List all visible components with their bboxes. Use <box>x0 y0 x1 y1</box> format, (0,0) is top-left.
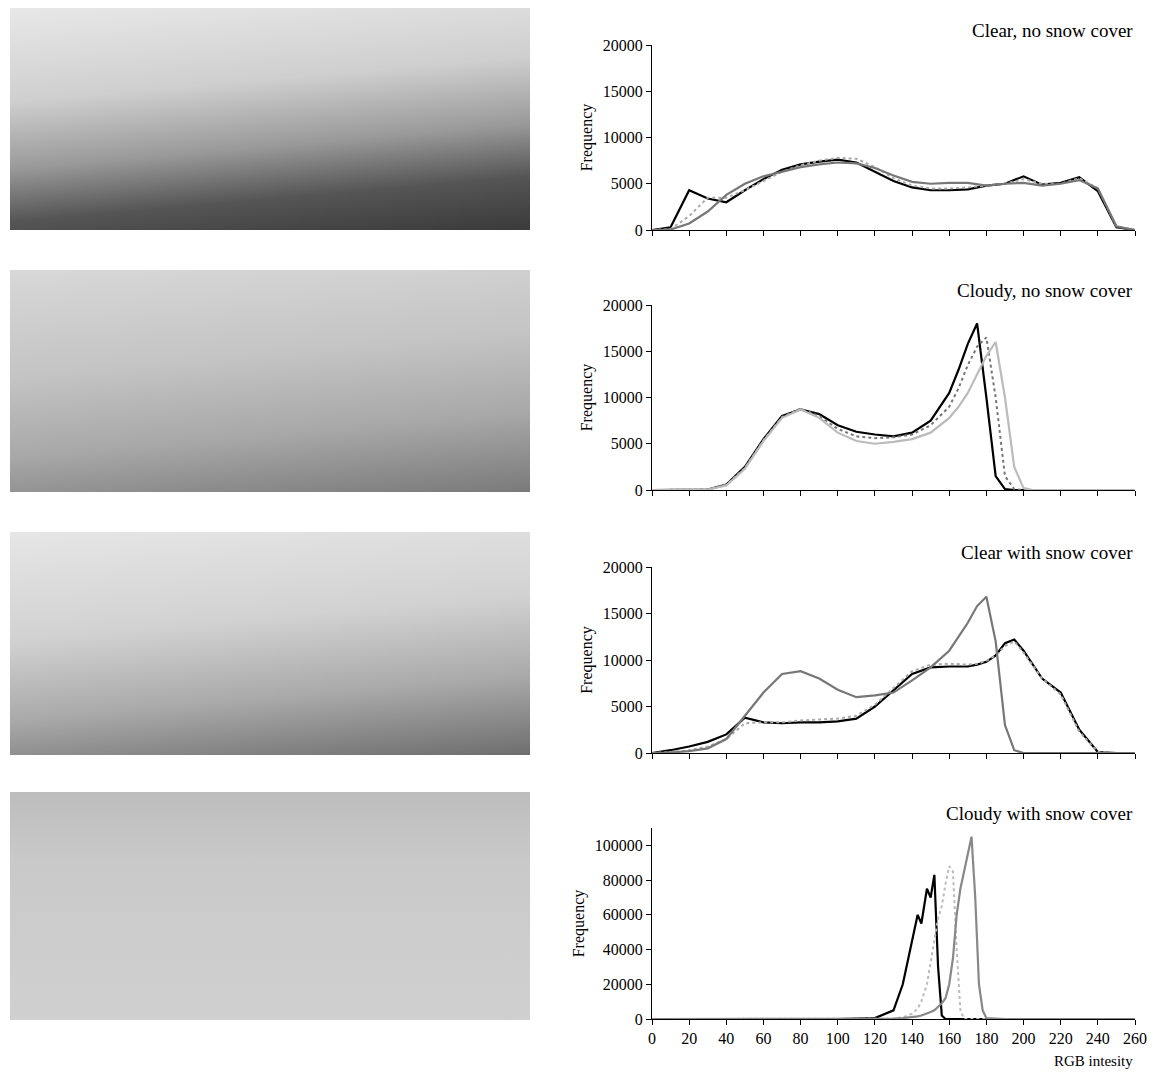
svg-text:15000: 15000 <box>603 343 643 360</box>
svg-text:80: 80 <box>793 1030 809 1047</box>
svg-text:Clear, no snow cover: Clear, no snow cover <box>972 20 1133 41</box>
svg-text:200: 200 <box>1012 1030 1036 1047</box>
svg-text:140: 140 <box>900 1030 924 1047</box>
svg-text:0: 0 <box>648 1030 656 1047</box>
svg-text:60: 60 <box>755 1030 771 1047</box>
svg-text:80000: 80000 <box>603 872 643 889</box>
svg-text:Cloudy, no snow cover: Cloudy, no snow cover <box>957 280 1133 301</box>
svg-text:15000: 15000 <box>603 83 643 100</box>
svg-text:240: 240 <box>1086 1030 1110 1047</box>
svg-text:Frequency: Frequency <box>578 626 596 694</box>
svg-text:20000: 20000 <box>603 559 643 576</box>
svg-text:260: 260 <box>1123 1030 1147 1047</box>
svg-text:5000: 5000 <box>611 435 643 452</box>
svg-text:RGB intesity: RGB intesity <box>1054 1053 1133 1069</box>
svg-text:Frequency: Frequency <box>578 104 596 172</box>
svg-text:40: 40 <box>718 1030 734 1047</box>
svg-text:20000: 20000 <box>603 976 643 993</box>
svg-text:10000: 10000 <box>603 129 643 146</box>
svg-text:Clear with snow cover: Clear with snow cover <box>961 542 1133 563</box>
svg-text:Cloudy with snow cover: Cloudy with snow cover <box>946 803 1133 824</box>
svg-text:0: 0 <box>635 1011 643 1028</box>
svg-text:220: 220 <box>1049 1030 1073 1047</box>
svg-text:20: 20 <box>681 1030 697 1047</box>
svg-text:100: 100 <box>826 1030 850 1047</box>
svg-text:5000: 5000 <box>611 698 643 715</box>
svg-text:160: 160 <box>937 1030 961 1047</box>
svg-text:10000: 10000 <box>603 389 643 406</box>
svg-text:120: 120 <box>863 1030 887 1047</box>
svg-text:100000: 100000 <box>595 837 643 854</box>
svg-text:180: 180 <box>974 1030 998 1047</box>
svg-text:Frequency: Frequency <box>570 890 588 958</box>
svg-text:Frequency: Frequency <box>578 364 596 432</box>
svg-text:20000: 20000 <box>603 297 643 314</box>
svg-text:0: 0 <box>635 482 643 499</box>
svg-text:20000: 20000 <box>603 37 643 54</box>
svg-text:40000: 40000 <box>603 941 643 958</box>
svg-text:10000: 10000 <box>603 652 643 669</box>
svg-text:15000: 15000 <box>603 605 643 622</box>
svg-text:0: 0 <box>635 745 643 762</box>
svg-text:5000: 5000 <box>611 175 643 192</box>
svg-text:0: 0 <box>635 222 643 239</box>
svg-text:60000: 60000 <box>603 906 643 923</box>
